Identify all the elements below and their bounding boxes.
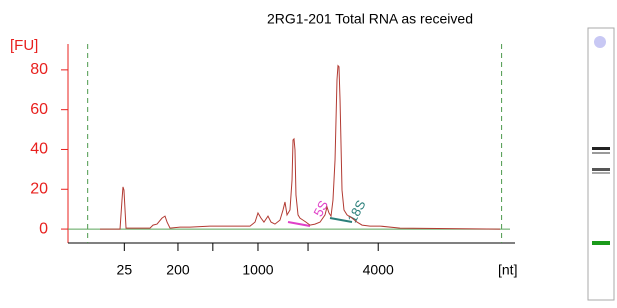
annotation: 5S [310, 198, 331, 219]
x-tick-label: 4000 [363, 262, 394, 278]
chart-title: 2RG1-201 Total RNA as received [267, 11, 473, 27]
gel-spot [594, 36, 606, 48]
x-tick-label: 25 [117, 262, 133, 278]
y-tick-label: 60 [30, 101, 48, 118]
annotation: 18S [344, 197, 368, 225]
trace [100, 66, 500, 229]
gel-band [592, 147, 610, 150]
x-tick-label: 1000 [242, 262, 273, 278]
gel-band [592, 241, 610, 245]
x-axis-label: [nt] [498, 262, 517, 278]
y-tick-label: 0 [39, 220, 48, 237]
y-tick-label: 80 [30, 61, 48, 78]
x-tick-label: 200 [166, 262, 190, 278]
gel-lane [588, 28, 614, 300]
gel-band [592, 152, 610, 154]
y-tick-label: 20 [30, 180, 48, 197]
y-axis-label: [FU] [10, 37, 38, 54]
y-tick-label: 40 [30, 141, 48, 158]
gel-band [592, 172, 610, 174]
gel-frame [588, 28, 614, 300]
gel-band [592, 168, 610, 171]
chart: 2RG1-201 Total RNA as received [FU] [nt]… [0, 0, 617, 303]
